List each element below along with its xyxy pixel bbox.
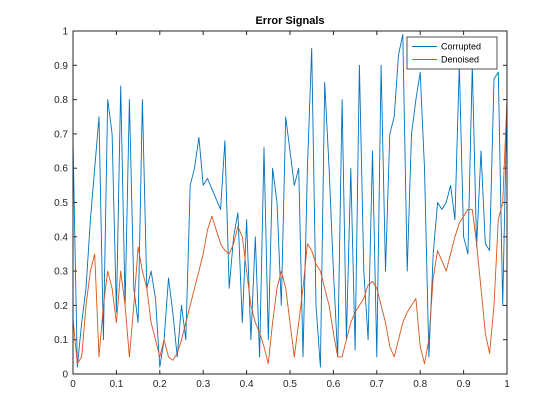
y-tick-label: 0.9 <box>54 61 68 72</box>
x-tick-label: 1 <box>504 379 510 390</box>
legend-box <box>406 36 498 70</box>
x-tick-label: 0.7 <box>370 379 384 390</box>
y-tick-label: 0 <box>62 370 68 381</box>
chart-title: Error Signals <box>255 15 324 27</box>
x-tick-label: 0.1 <box>109 379 123 390</box>
x-tick-label: 0.9 <box>457 379 471 390</box>
x-tick-label: 0.8 <box>413 379 427 390</box>
legend-label-corrupted: Corrupted <box>441 42 481 52</box>
axis-ticks: 0 0.1 0.2 0.3 0.4 0.5 0.6 0.7 0.8 0.9 1 0 0.1 0.2 0.3 0… <box>54 27 510 391</box>
plot-area <box>73 31 507 374</box>
y-tick-label: 0.1 <box>54 335 68 346</box>
x-tick-label: 0.3 <box>196 379 210 390</box>
plot-frame <box>72 30 508 375</box>
x-tick-label: 0 <box>70 379 76 390</box>
y-tick-label: 0.3 <box>54 267 68 278</box>
x-tick-label: 0.5 <box>283 379 297 390</box>
y-tick-label: 0.4 <box>54 232 68 243</box>
x-tick-label: 0.6 <box>326 379 340 390</box>
legend-label-denoised: Denoised <box>441 55 479 65</box>
legend: Corrupted Denoised <box>406 36 498 70</box>
series-line-corrupted <box>72 33 508 368</box>
y-tick-label: 0.2 <box>54 301 68 312</box>
y-tick-label: 0.5 <box>54 198 68 209</box>
y-tick-label: 0.6 <box>54 164 68 175</box>
x-tick-label: 0.4 <box>240 379 254 390</box>
y-tick-label: 0.7 <box>54 129 68 140</box>
y-tick-label: 0.8 <box>54 95 68 106</box>
series-layer <box>72 33 508 368</box>
x-tick-label: 0.2 <box>153 379 167 390</box>
series-line-denoised <box>72 99 508 365</box>
y-tick-label: 1 <box>62 27 68 38</box>
